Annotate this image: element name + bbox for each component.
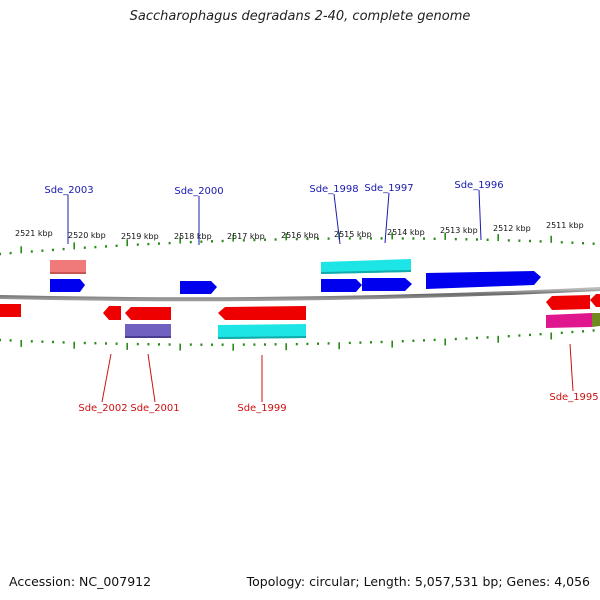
forward-gene-labels: Sde_2003 Sde_2000 Sde_1998 Sde_1997 Sde_… — [44, 180, 503, 245]
label-sde-1996[interactable]: Sde_1996 — [454, 180, 503, 191]
gene-offscreen-right[interactable] — [590, 294, 600, 307]
label-sde-2003[interactable]: Sde_2003 — [44, 185, 93, 196]
label-sde-1998[interactable]: Sde_1998 — [309, 184, 358, 195]
scale-label-2514: 2514 kbp — [387, 228, 425, 237]
leader-line-sde-1995 — [570, 344, 573, 391]
leader-line-sde-1996 — [479, 190, 481, 240]
genome-backbone — [0, 289, 600, 299]
reverse-gene-labels: Sde_2002 Sde_2001 Sde_1999 Sde_1995 — [78, 344, 598, 414]
forward-feature-track — [50, 259, 411, 274]
feature-slate-2001-shadow — [125, 336, 171, 338]
gene-offscreen-left[interactable] — [0, 304, 21, 317]
gene-sde-2002[interactable] — [103, 306, 121, 320]
label-sde-2000[interactable]: Sde_2000 — [174, 186, 223, 197]
genome-map: 2521 kbp 2520 kbp 2519 kbp 2518 kbp 2517… — [0, 0, 600, 600]
feature-salmon-2003[interactable] — [50, 260, 86, 274]
scale-label-2519: 2519 kbp — [121, 232, 159, 241]
scale-label-2521: 2521 kbp — [15, 229, 53, 238]
label-sde-1997[interactable]: Sde_1997 — [364, 183, 413, 194]
genome-summary-text: Topology: circular; Length: 5,057,531 bp… — [247, 574, 590, 589]
gene-sde-1995[interactable] — [546, 295, 590, 310]
reverse-feature-track — [125, 313, 600, 339]
feature-salmon-2003-shadow — [50, 272, 86, 274]
gene-sde-1997[interactable] — [362, 278, 412, 291]
forward-genes — [50, 271, 541, 294]
gene-sde-1999[interactable] — [218, 306, 306, 320]
label-sde-2002[interactable]: Sde_2002 — [78, 403, 127, 414]
feature-magenta-1995[interactable] — [546, 313, 592, 328]
scale-label-2516: 2516 kbp — [281, 231, 319, 240]
label-sde-1999[interactable]: Sde_1999 — [237, 403, 286, 414]
label-sde-1995[interactable]: Sde_1995 — [549, 392, 598, 403]
gene-sde-1998[interactable] — [321, 279, 362, 292]
accession-text: Accession: NC_007912 — [9, 574, 151, 589]
scale-label-2512: 2512 kbp — [493, 224, 531, 233]
leader-line-sde-2002 — [102, 354, 111, 402]
scale-label-2518: 2518 kbp — [174, 232, 212, 241]
gene-sde-1996[interactable] — [426, 271, 541, 289]
feature-olive-offscreen[interactable] — [592, 313, 600, 327]
gene-sde-2001[interactable] — [125, 307, 171, 320]
gene-sde-2003[interactable] — [50, 279, 85, 292]
leader-line-sde-2001 — [148, 354, 155, 402]
feature-slate-2001[interactable] — [125, 324, 171, 338]
scale-label-2517: 2517 kbp — [227, 232, 265, 241]
label-sde-2001[interactable]: Sde_2001 — [130, 403, 179, 414]
scale-label-2511: 2511 kbp — [546, 221, 584, 230]
scale-label-2520: 2520 kbp — [68, 231, 106, 240]
gene-sde-2000[interactable] — [180, 281, 217, 294]
scale-label-2513: 2513 kbp — [440, 226, 478, 235]
